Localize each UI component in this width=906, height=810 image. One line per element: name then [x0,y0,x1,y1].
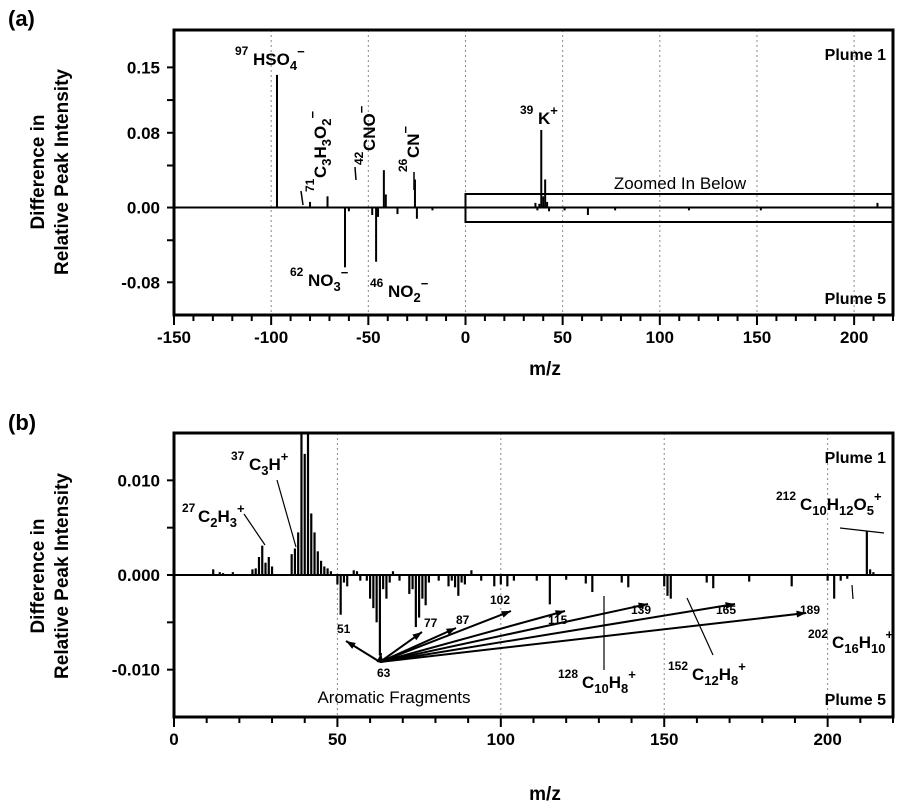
label-no2: NO2− [388,276,429,305]
x-tick-label: -50 [356,328,381,347]
leader-42 [354,166,357,181]
y-axis-title: Difference in Relative Peak Intensity [28,69,73,275]
label-c16h10: C16H10+ [832,627,894,656]
label-c12h8: C12H8+ [692,659,746,688]
x-axis-title: m/z [529,784,561,805]
mass-71: 71 [303,178,317,192]
zoom-label: Zoomed In Below [614,174,747,193]
mass-62: 62 [290,265,304,279]
label-c2h3: C2H3+ [198,501,245,530]
panel-a-label: (a) [8,6,35,31]
fragment-arrow [379,603,649,663]
plume-5-label: Plume 5 [825,291,886,308]
x-tick-label: 150 [743,328,771,347]
leader-71 [300,190,304,206]
panel-b: (b) 0 50 100 150 200 m/z 0.010 0.000 -0.010 Differ… [8,410,895,805]
label-no3: NO3− [308,265,349,294]
mass-39: 39 [520,103,534,117]
mass-42: 42 [352,151,366,165]
label-c10h12o5: C10H12O5+ [800,489,882,518]
plume-1-label: Plume 1 [825,450,886,467]
fragment-arrowhead [501,611,511,618]
fragment-mass-label: 115 [548,613,568,627]
plot-frame [172,28,895,317]
fragment-mass-label: 189 [800,603,820,617]
y-tick-label: 0.00 [127,199,160,218]
label-k: K+ [538,103,558,128]
label-cn: CN− [398,125,423,158]
y-axis-title: Difference in Relative Peak Intensity [28,473,73,679]
mass-46: 46 [370,276,384,290]
fragment-mass-label: 102 [490,593,510,607]
x-tick-label: 100 [487,730,515,749]
fragment-arrowhead [638,602,648,610]
leader-212 [839,527,885,534]
mass-152: 152 [668,659,688,673]
fragment-mass-label: 87 [456,613,470,627]
fragment-mass-label: 63 [377,666,391,680]
mass-27: 27 [182,501,196,515]
label-c3h3o2: C3H3O2− [305,111,334,179]
plume-5-label: Plume 5 [825,692,886,709]
fragment-arrowhead [412,632,422,641]
mass-212: 212 [776,489,796,503]
y-tick-label: -0.08 [121,273,160,292]
fragment-arrow [379,603,736,663]
fragment-arrow [379,610,512,663]
fragment-mass-label: 139 [631,603,651,617]
y-tick-label: 0.15 [127,58,160,77]
mass-202: 202 [808,627,828,641]
fragment-arrowhead [555,610,565,617]
x-tick-label: 0 [461,328,470,347]
fragment-mass-label: 165 [716,603,736,617]
x-tick-label: 100 [646,328,674,347]
mass-128: 128 [558,667,578,681]
mass-37: 37 [231,449,245,463]
x-tick-label: 50 [328,730,347,749]
x-tick-label: 50 [553,328,572,347]
label-hso4: HSO4− [253,44,305,73]
mass-97: 97 [235,44,249,58]
leader-37 [276,479,297,548]
y-tick-label: 0.010 [117,471,160,490]
x-tick-label: -100 [254,328,288,347]
fragment-arrowhead [725,602,735,609]
fragment-arrowhead [346,641,356,649]
y-tick-label: 0.000 [117,566,160,585]
panel-b-label: (b) [8,410,36,435]
label-cno: CNO− [354,105,379,151]
fragment-mass-label: 77 [424,616,438,630]
x-tick-label: 150 [650,730,678,749]
y-tick-label: 0.08 [127,124,160,143]
x-tick-label: 0 [169,730,178,749]
leader-202 [851,584,854,600]
fragment-arrow [379,612,807,663]
x-tick-label: -150 [157,328,191,347]
fragment-mass-label: 51 [337,622,351,636]
leader-152 [686,597,714,656]
fragment-arrowhead [446,628,456,635]
plume-1-label: Plume 1 [825,47,886,64]
x-tick-label: 200 [840,328,868,347]
y-tick-label: -0.010 [112,661,160,680]
fragment-arrowhead [796,610,806,618]
panel-a: (a) Zoomed In Below -150 -100 -50 0 50 100 150 20… [8,6,895,380]
label-c10h8: C10H8+ [582,667,636,696]
x-axis-title: m/z [529,359,561,380]
x-tick-label: 200 [813,730,841,749]
fragment-arrow [379,610,566,663]
fragments-label: Aromatic Fragments [317,688,470,707]
leader-27 [243,513,266,546]
mass-26: 26 [396,158,410,172]
label-c3h: C3H+ [249,449,289,478]
